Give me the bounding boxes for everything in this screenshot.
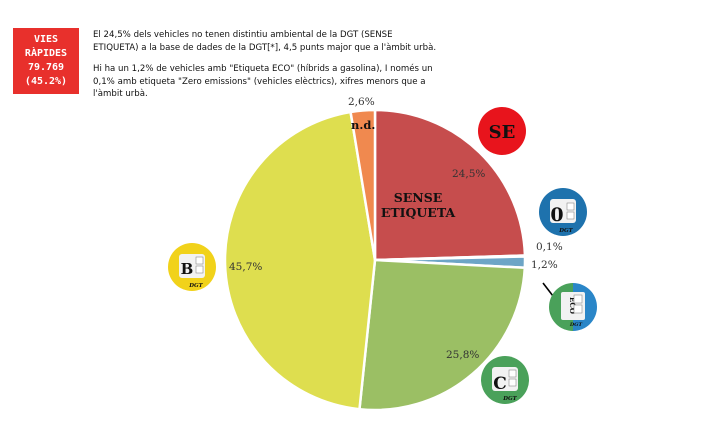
- b-sticker-label: B: [181, 260, 194, 278]
- value-label-zero: 0,1%: [536, 241, 563, 253]
- pie-slice-sense-etiqueta: [373, 108, 527, 262]
- value-label-c: 25,8%: [446, 349, 479, 361]
- badge-percent: (45.2%): [24, 76, 68, 87]
- badge-title: VIES RÀPIDES: [24, 34, 68, 59]
- zero-emissions-sticker-icon: 0 DGT: [539, 188, 587, 236]
- value-label-sense-etiqueta: 24,5%: [452, 168, 485, 180]
- zero-sticker-dgt: DGT: [558, 228, 573, 234]
- pie-slice-c: [358, 258, 527, 412]
- c-sticker-icon: C DGT: [481, 356, 529, 404]
- eco-sticker-label: ECO: [568, 297, 577, 314]
- se-sticker-label: SE: [489, 122, 516, 143]
- pie-slice-n-d: [349, 108, 377, 262]
- c-sticker-dgt: DGT: [502, 396, 517, 402]
- info-paragraph-2: Hi ha un 1,2% de vehicles amb "Etiqueta …: [93, 64, 433, 100]
- b-sticker-dgt: DGT: [188, 283, 203, 289]
- eco-leader-line: [542, 282, 554, 297]
- category-badge: VIES RÀPIDES 79.769 (45.2%): [13, 28, 79, 94]
- info-text: El 24,5% dels vehicles no tenen distinti…: [93, 29, 438, 110]
- value-label-b: 45,7%: [229, 261, 262, 273]
- zero-sticker-label: 0: [550, 204, 563, 226]
- value-labels: 24,5% 0,1% 1,2% 25,8% 45,7% 2,6%: [229, 96, 563, 361]
- se-sticker-icon: SE: [478, 107, 526, 155]
- eco-sticker-icon: ECO DGT: [549, 283, 597, 331]
- value-label-eco: 1,2%: [531, 259, 558, 271]
- b-sticker-icon: B DGT: [168, 243, 216, 291]
- value-label-nd: 2,6%: [348, 96, 375, 108]
- pie-slices: [223, 108, 527, 412]
- slice-label-etiqueta: ETIQUETA: [381, 205, 456, 220]
- slice-label-sense: SENSE: [394, 190, 443, 205]
- eco-sticker-dgt: DGT: [569, 322, 584, 328]
- pie-slice-b: [223, 110, 377, 411]
- badge-count: 79.769: [27, 62, 65, 73]
- c-sticker-label: C: [493, 374, 507, 394]
- slice-label-nd: n.d.: [351, 118, 375, 132]
- info-paragraph-1: El 24,5% dels vehicles no tenen distinti…: [93, 30, 437, 53]
